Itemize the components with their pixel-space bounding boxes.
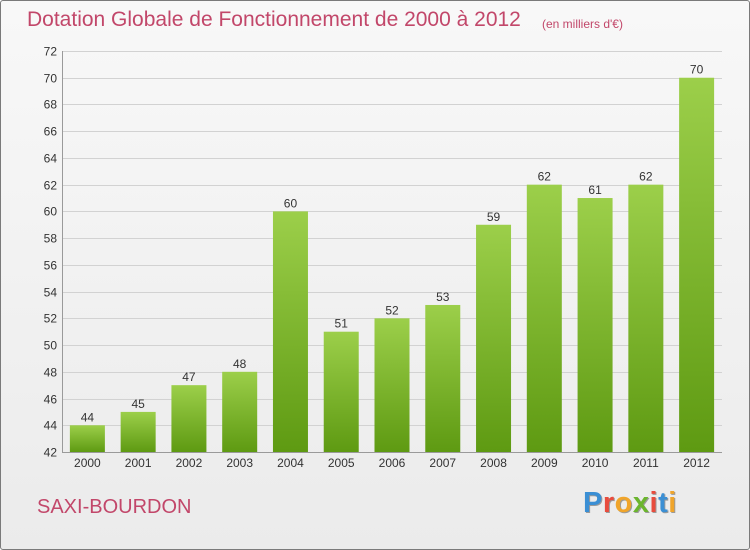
y-tick-label: 64: [44, 152, 58, 166]
data-label: 53: [436, 290, 450, 304]
proxiti-logo[interactable]: Proxiti: [583, 487, 677, 520]
y-tick-label: 46: [44, 393, 58, 407]
bar-2006: [374, 318, 410, 452]
y-tick-label: 58: [44, 232, 58, 246]
bars: [69, 77, 715, 452]
data-label: 48: [233, 357, 247, 371]
x-tick-label: 2003: [226, 456, 253, 470]
y-tick-label: 72: [44, 45, 58, 59]
bar-2011: [628, 184, 664, 452]
data-label: 62: [639, 170, 653, 184]
x-tick-label: 2007: [429, 456, 456, 470]
bar-2008: [476, 224, 512, 452]
bar-2009: [526, 184, 562, 452]
y-tick-label: 56: [44, 259, 58, 273]
bar-2007: [425, 304, 461, 452]
y-tick-label: 52: [44, 312, 58, 326]
x-tick-label: 2005: [328, 456, 355, 470]
data-label: 45: [131, 397, 145, 411]
chart-subtitle: (en milliers d'€): [542, 17, 623, 31]
commune-name: SAXI-BOURDON: [37, 496, 192, 518]
y-tick-label: 54: [44, 286, 58, 300]
data-label: 62: [538, 170, 552, 184]
data-label: 52: [385, 303, 399, 317]
bar-2000: [69, 425, 105, 452]
data-labels: 44 45 47 48 60 51 52 53 59 62 61 62 70: [81, 63, 704, 425]
logo-letter: t: [658, 487, 669, 519]
y-tick-label: 60: [44, 205, 58, 219]
y-tick-label: 68: [44, 98, 58, 112]
data-label: 59: [487, 210, 501, 224]
data-label: 70: [690, 63, 704, 77]
y-tick-label: 42: [44, 446, 58, 460]
logo-letter: i: [668, 487, 677, 519]
y-tick-label: 62: [44, 179, 58, 193]
x-tick-label: 2009: [531, 456, 558, 470]
data-label: 47: [182, 370, 196, 384]
bar-2003: [222, 371, 258, 452]
bar-2005: [323, 331, 359, 452]
x-tick-label: 2010: [582, 456, 609, 470]
x-tick-label: 2001: [125, 456, 152, 470]
bar-2012: [679, 77, 715, 452]
bar-2001: [120, 411, 156, 452]
bar-2002: [171, 385, 207, 452]
data-label: 61: [588, 183, 602, 197]
x-tick-label: 2004: [277, 456, 304, 470]
x-tick-label: 2006: [379, 456, 406, 470]
data-label: 60: [284, 196, 298, 210]
y-tick-label: 44: [44, 419, 58, 433]
chart-title: Dotation Globale de Fonctionnement de 20…: [27, 8, 521, 31]
bar-2004: [272, 211, 308, 452]
y-tick-label: 50: [44, 339, 58, 353]
y-tick-label: 70: [44, 72, 58, 86]
logo-letter: r: [602, 487, 615, 519]
x-tick-label: 2002: [176, 456, 203, 470]
logo-letter: i: [649, 487, 659, 519]
x-tick-label: 2011: [633, 456, 659, 470]
y-tick-label: 66: [44, 125, 58, 139]
bar-2010: [577, 198, 613, 452]
y-tick-label: 48: [44, 366, 58, 380]
logo-letter: o: [614, 487, 633, 519]
logo-letter: x: [632, 487, 650, 519]
x-tick-label: 2012: [683, 456, 710, 470]
x-tick-label: 2008: [480, 456, 507, 470]
data-label: 51: [335, 317, 349, 331]
axes: 42 44 46 48 50 52 54 56 58 60 62 64 66 68 70 72 2000 2001…: [44, 45, 722, 470]
logo-letter: P: [583, 487, 603, 519]
x-tick-label: 2000: [74, 456, 101, 470]
data-label: 44: [81, 410, 95, 424]
